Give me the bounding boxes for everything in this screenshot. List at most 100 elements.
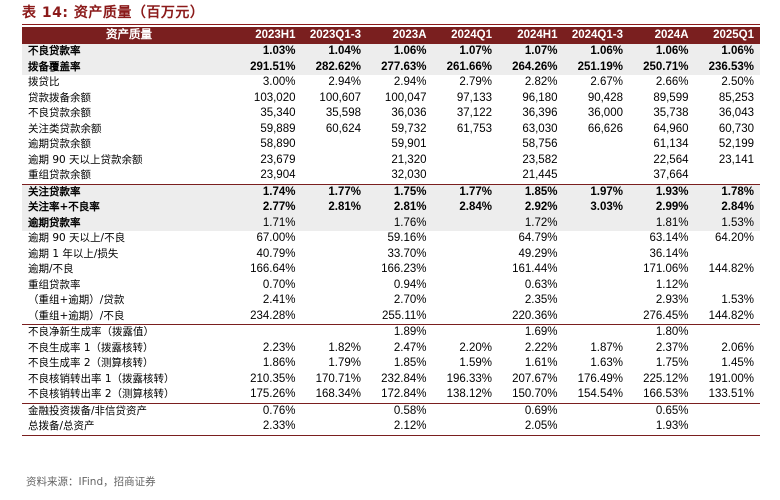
row-label: 重组贷款余额 (28, 169, 91, 181)
table-cell: 2.41% (262, 294, 296, 306)
table-row: 关注率+不良率 2.77% 2.81% 2.81% 2.84% 2.92% 3.03% 2.9… (22, 200, 760, 216)
table-cell (301, 215, 367, 231)
table-body: 不良贷款率 1.03% 1.04% 1.06% 1.07% 1.07% 1.06% 1.06%… (22, 44, 761, 436)
table-row: 金融投资拨备/非信贷资产 0.76% 0.58% 0.69% 0.65% (22, 402, 760, 419)
table-cell: 1.82% (328, 341, 361, 354)
table-cell (695, 247, 761, 263)
table-row: 逾期 90 天以上/不良 67.00% 59.16% 64.79% 63.14% 64.2… (22, 231, 760, 247)
table-cell: 36,036 (391, 107, 427, 119)
table-cell: 0.70% (262, 278, 296, 291)
table-cell (564, 247, 630, 263)
table-cell: 52,199 (718, 138, 754, 150)
table-cell: 61,134 (653, 138, 689, 150)
table-cell (433, 278, 499, 294)
table-cell: 255.11% (381, 309, 427, 322)
row-label: 逾期 1 年以上/损失 (28, 247, 119, 260)
header-row: 资产质量 2023H1 2023Q1-3 2023A 2024Q1 2024H1… (22, 27, 760, 44)
table-cell (433, 262, 499, 278)
table-cell: 2.79% (459, 76, 492, 88)
table-cell (564, 293, 630, 309)
table-row: 重组贷款率 0.70% 0.94% 0.63% 1.12% (22, 278, 760, 294)
table-cell: 150.70% (512, 388, 558, 400)
table-cell: 36,000 (587, 107, 623, 119)
table-cell: 0.76% (236, 402, 302, 419)
table-cell: 1.61% (524, 357, 558, 369)
table-cell: 1.76% (367, 215, 433, 231)
row-label: 逾期贷款率 (22, 215, 236, 231)
table-cell: 2.06% (721, 341, 754, 354)
table-cell (564, 168, 630, 184)
table-cell: 66,626 (587, 122, 623, 135)
table-cell: 63.14% (649, 232, 689, 244)
table-cell (236, 324, 302, 341)
table-cell: 1.78% (694, 183, 760, 200)
table-cell: 61,753 (456, 122, 492, 135)
table-cell: 210.35% (250, 372, 296, 385)
table-cell: 67.00% (256, 232, 296, 244)
row-label: 不良贷款率 (22, 44, 236, 60)
column-header: 2024Q1 (432, 27, 498, 44)
column-header: 2023Q1-3 (301, 27, 367, 44)
table-cell: 0.94% (393, 278, 427, 291)
table-row: 逾期/不良 166.64% 166.23% 161.44% 171.06% 144.82% (22, 262, 760, 278)
table-cell: 138.12% (446, 388, 492, 400)
row-label: 总拨备/总资产 (22, 419, 236, 436)
table-cell (694, 402, 760, 419)
table-cell: 36,043 (718, 107, 754, 119)
column-header: 2024Q1-3 (563, 27, 629, 44)
table-cell: 250.71% (629, 59, 695, 75)
table-cell (564, 153, 630, 169)
table-cell (694, 419, 760, 436)
table-cell (433, 309, 499, 325)
table-cell: 37,122 (456, 107, 492, 119)
column-header: 2023A (367, 27, 433, 44)
table-cell: 60,730 (718, 122, 754, 135)
table-cell: 0.58% (367, 402, 433, 419)
table-cell: 100,047 (384, 91, 427, 104)
table-cell: 59,889 (260, 122, 296, 135)
table-cell: 2.22% (524, 341, 558, 354)
row-label: （重组+逾期）/不良 (28, 309, 125, 322)
table-cell: 171.06% (643, 263, 689, 275)
column-header: 2024A (629, 27, 695, 44)
table-cell: 261.66% (432, 59, 498, 75)
table-cell (563, 324, 629, 341)
table-cell: 0.69% (498, 402, 564, 419)
table-cell: 59.16% (387, 232, 427, 244)
table-cell: 63,030 (522, 122, 558, 135)
table-row: 贷款拨备余额 103,020 100,607 100,047 97,133 96,180 9… (22, 91, 760, 107)
table-cell: 0.65% (629, 402, 695, 419)
row-label: 关注率+不良率 (22, 200, 236, 216)
table-cell: 1.97% (563, 183, 629, 200)
table-cell: 1.79% (328, 357, 361, 369)
table-cell: 133.51% (708, 388, 754, 400)
table-cell: 1.87% (590, 341, 623, 354)
table-cell: 1.69% (498, 324, 564, 341)
table-cell: 2.94% (328, 76, 361, 88)
table-cell: 1.93% (629, 419, 695, 436)
table-cell (433, 168, 499, 184)
table-cell: 32,030 (391, 169, 427, 181)
table-cell: 1.86% (262, 357, 296, 369)
table-cell: 1.74% (236, 183, 302, 200)
row-label: 重组贷款率 (28, 278, 81, 291)
row-label: 逾期 90 天以上/不良 (28, 232, 126, 244)
table-cell: 1.12% (655, 278, 689, 291)
table-cell: 49.29% (518, 247, 558, 260)
table-cell (563, 402, 629, 419)
table-cell: 3.03% (563, 200, 629, 216)
table-cell (564, 309, 630, 325)
table-cell (302, 293, 368, 309)
table-cell: 23,582 (522, 153, 558, 166)
table-row: 关注贷款率 1.74% 1.77% 1.75% 1.77% 1.85% 1.97% 1.93%… (22, 183, 760, 200)
table-cell: 1.07% (498, 44, 564, 60)
table-cell (302, 262, 368, 278)
column-header: 资产质量 (22, 27, 236, 44)
table-cell: 64,960 (653, 122, 689, 135)
table-cell: 2.70% (393, 294, 427, 306)
table-cell: 21,320 (391, 153, 427, 166)
table-cell: 23,679 (260, 153, 296, 166)
table-cell: 36,396 (522, 107, 558, 119)
row-label: 拨备覆盖率 (22, 59, 236, 75)
row-label: 关注类贷款余额 (28, 122, 102, 135)
